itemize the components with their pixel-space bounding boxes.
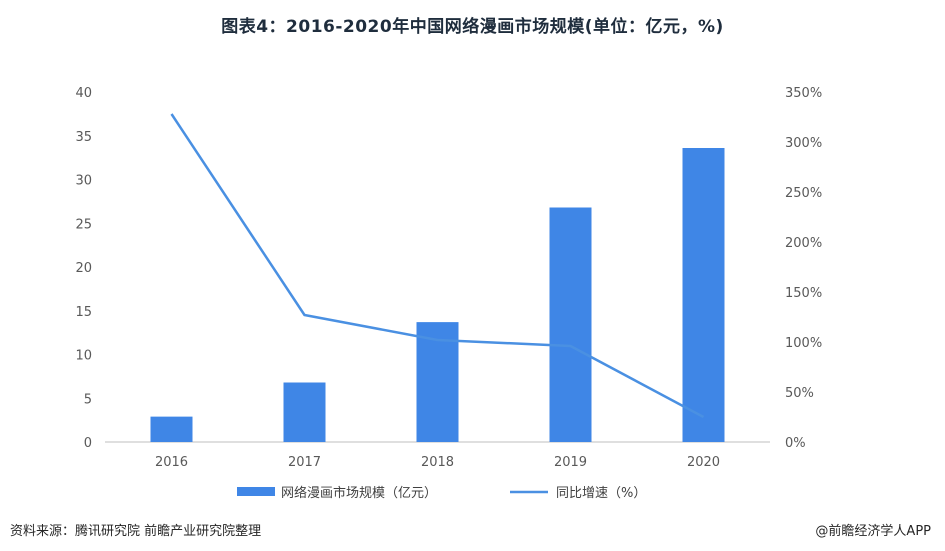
legend-bar-swatch: [237, 487, 275, 496]
right-tick-label: 150%: [785, 286, 822, 301]
x-tick-label: 2016: [155, 455, 188, 470]
x-axis: 2016 2017 2018 2019 2020: [155, 455, 720, 470]
bar: [682, 148, 725, 442]
right-axis: 0% 50% 100% 150% 200% 250% 300% 350%: [785, 86, 822, 451]
x-tick-label: 2019: [554, 455, 587, 470]
x-tick-label: 2020: [687, 455, 720, 470]
right-tick-label: 100%: [785, 336, 822, 351]
legend-line-label: 同比增速（%）: [556, 486, 646, 501]
left-axis: 0 5 10 15 20 25 30 35 40: [75, 86, 92, 451]
left-tick-label: 30: [75, 174, 92, 189]
left-tick-label: 15: [75, 305, 92, 320]
right-tick-label: 0%: [785, 436, 806, 451]
legend: 网络漫画市场规模（亿元） 同比增速（%）: [237, 485, 646, 501]
right-tick-label: 50%: [785, 386, 814, 401]
left-tick-label: 35: [75, 130, 92, 145]
bar: [549, 207, 592, 442]
bar: [416, 322, 459, 442]
growth-rate-line: [170, 113, 705, 419]
right-tick-label: 250%: [785, 186, 822, 201]
bar-series: [150, 148, 725, 442]
left-tick-label: 5: [84, 392, 92, 407]
x-tick-label: 2018: [421, 455, 454, 470]
left-tick-label: 20: [75, 261, 92, 276]
bar: [150, 416, 193, 442]
right-tick-label: 200%: [785, 236, 822, 251]
source-note: 资料来源：腾讯研究院 前瞻产业研究院整理: [10, 524, 262, 539]
left-tick-label: 0: [84, 436, 92, 451]
brand-credit: @前瞻经济学人APP: [815, 524, 931, 539]
left-tick-label: 40: [75, 86, 92, 101]
left-tick-label: 25: [75, 217, 92, 232]
right-tick-label: 300%: [785, 136, 822, 151]
right-tick-label: 350%: [785, 86, 822, 101]
left-tick-label: 10: [75, 349, 92, 364]
x-tick-label: 2017: [288, 455, 321, 470]
bar: [283, 382, 326, 442]
legend-bar-label: 网络漫画市场规模（亿元）: [281, 485, 437, 501]
chart-title: 图表4：2016-2020年中国网络漫画市场规模(单位：亿元，%): [221, 17, 724, 37]
